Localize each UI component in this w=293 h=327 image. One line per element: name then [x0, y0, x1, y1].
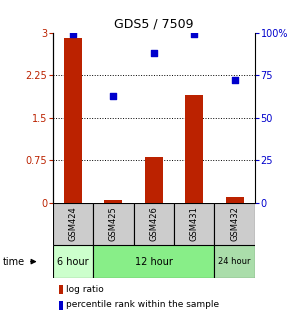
Text: GSM425: GSM425: [109, 207, 118, 241]
Bar: [134, 203, 174, 245]
Bar: [53, 245, 93, 278]
Point: [232, 78, 237, 83]
Text: GSM424: GSM424: [69, 207, 77, 241]
Bar: [93, 203, 134, 245]
Text: time: time: [3, 257, 25, 267]
Text: percentile rank within the sample: percentile rank within the sample: [66, 300, 219, 309]
Bar: [214, 203, 255, 245]
Text: GSM432: GSM432: [230, 207, 239, 241]
Bar: [226, 197, 244, 203]
Bar: [53, 203, 93, 245]
Point: [111, 93, 116, 98]
Text: 6 hour: 6 hour: [57, 257, 89, 267]
Bar: [93, 245, 214, 278]
Bar: [214, 245, 255, 278]
Text: 12 hour: 12 hour: [135, 257, 173, 267]
Bar: [174, 203, 214, 245]
Point: [71, 32, 75, 37]
Title: GDS5 / 7509: GDS5 / 7509: [114, 17, 194, 30]
Point: [151, 50, 156, 56]
Point: [192, 32, 197, 37]
Text: log ratio: log ratio: [66, 284, 104, 294]
Text: GSM426: GSM426: [149, 207, 158, 241]
Bar: [64, 38, 82, 203]
Text: 24 hour: 24 hour: [219, 257, 251, 266]
Bar: [185, 95, 203, 203]
Bar: [145, 157, 163, 203]
Bar: [104, 200, 122, 203]
Text: GSM431: GSM431: [190, 207, 199, 241]
